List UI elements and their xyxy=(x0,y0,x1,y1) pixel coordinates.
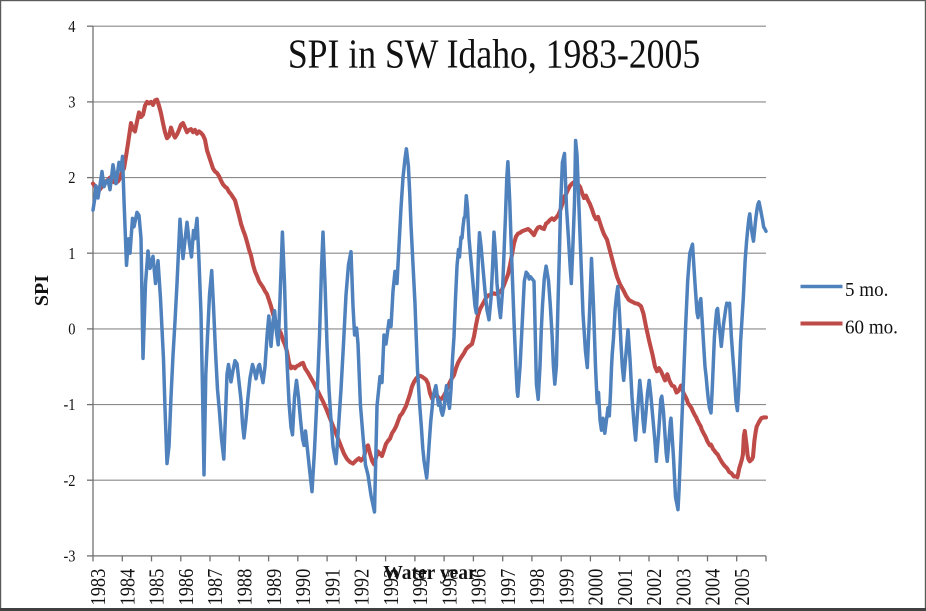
svg-text:Water year: Water year xyxy=(383,563,477,584)
svg-text:1986: 1986 xyxy=(175,569,199,606)
svg-text:SPI: SPI xyxy=(31,275,53,306)
svg-text:1993: 1993 xyxy=(380,569,404,606)
svg-text:1987: 1987 xyxy=(204,569,228,606)
svg-text:2004: 2004 xyxy=(701,569,725,606)
svg-text:1990: 1990 xyxy=(292,569,316,606)
svg-text:1998: 1998 xyxy=(526,569,550,606)
svg-text:2000: 2000 xyxy=(584,569,608,606)
svg-text:4: 4 xyxy=(68,18,75,36)
svg-text:2005: 2005 xyxy=(731,569,755,606)
svg-text:1994: 1994 xyxy=(409,569,433,606)
svg-text:2001: 2001 xyxy=(614,569,638,606)
svg-text:1989: 1989 xyxy=(263,569,287,606)
svg-text:-2: -2 xyxy=(63,472,75,490)
svg-text:1999: 1999 xyxy=(555,569,579,606)
svg-text:1: 1 xyxy=(68,245,75,263)
svg-text:-1: -1 xyxy=(63,396,75,414)
svg-text:0: 0 xyxy=(68,320,75,338)
svg-text:SPI in SW Idaho, 1983-2005: SPI in SW Idaho, 1983-2005 xyxy=(288,32,700,77)
svg-text:1985: 1985 xyxy=(145,569,169,606)
svg-text:-3: -3 xyxy=(63,547,75,565)
svg-text:1991: 1991 xyxy=(321,569,345,606)
svg-text:1996: 1996 xyxy=(467,569,491,606)
svg-text:2: 2 xyxy=(68,169,75,187)
svg-text:5 mo.: 5 mo. xyxy=(845,278,888,301)
svg-text:1995: 1995 xyxy=(438,569,462,606)
svg-text:3: 3 xyxy=(68,93,75,111)
svg-text:60 mo.: 60 mo. xyxy=(845,316,898,339)
svg-text:1997: 1997 xyxy=(497,569,521,606)
svg-text:2003: 2003 xyxy=(672,569,696,606)
svg-text:2002: 2002 xyxy=(643,569,667,606)
svg-text:1988: 1988 xyxy=(233,569,257,606)
svg-text:1984: 1984 xyxy=(116,569,140,606)
svg-text:1983: 1983 xyxy=(87,569,111,606)
svg-text:1992: 1992 xyxy=(350,569,374,606)
